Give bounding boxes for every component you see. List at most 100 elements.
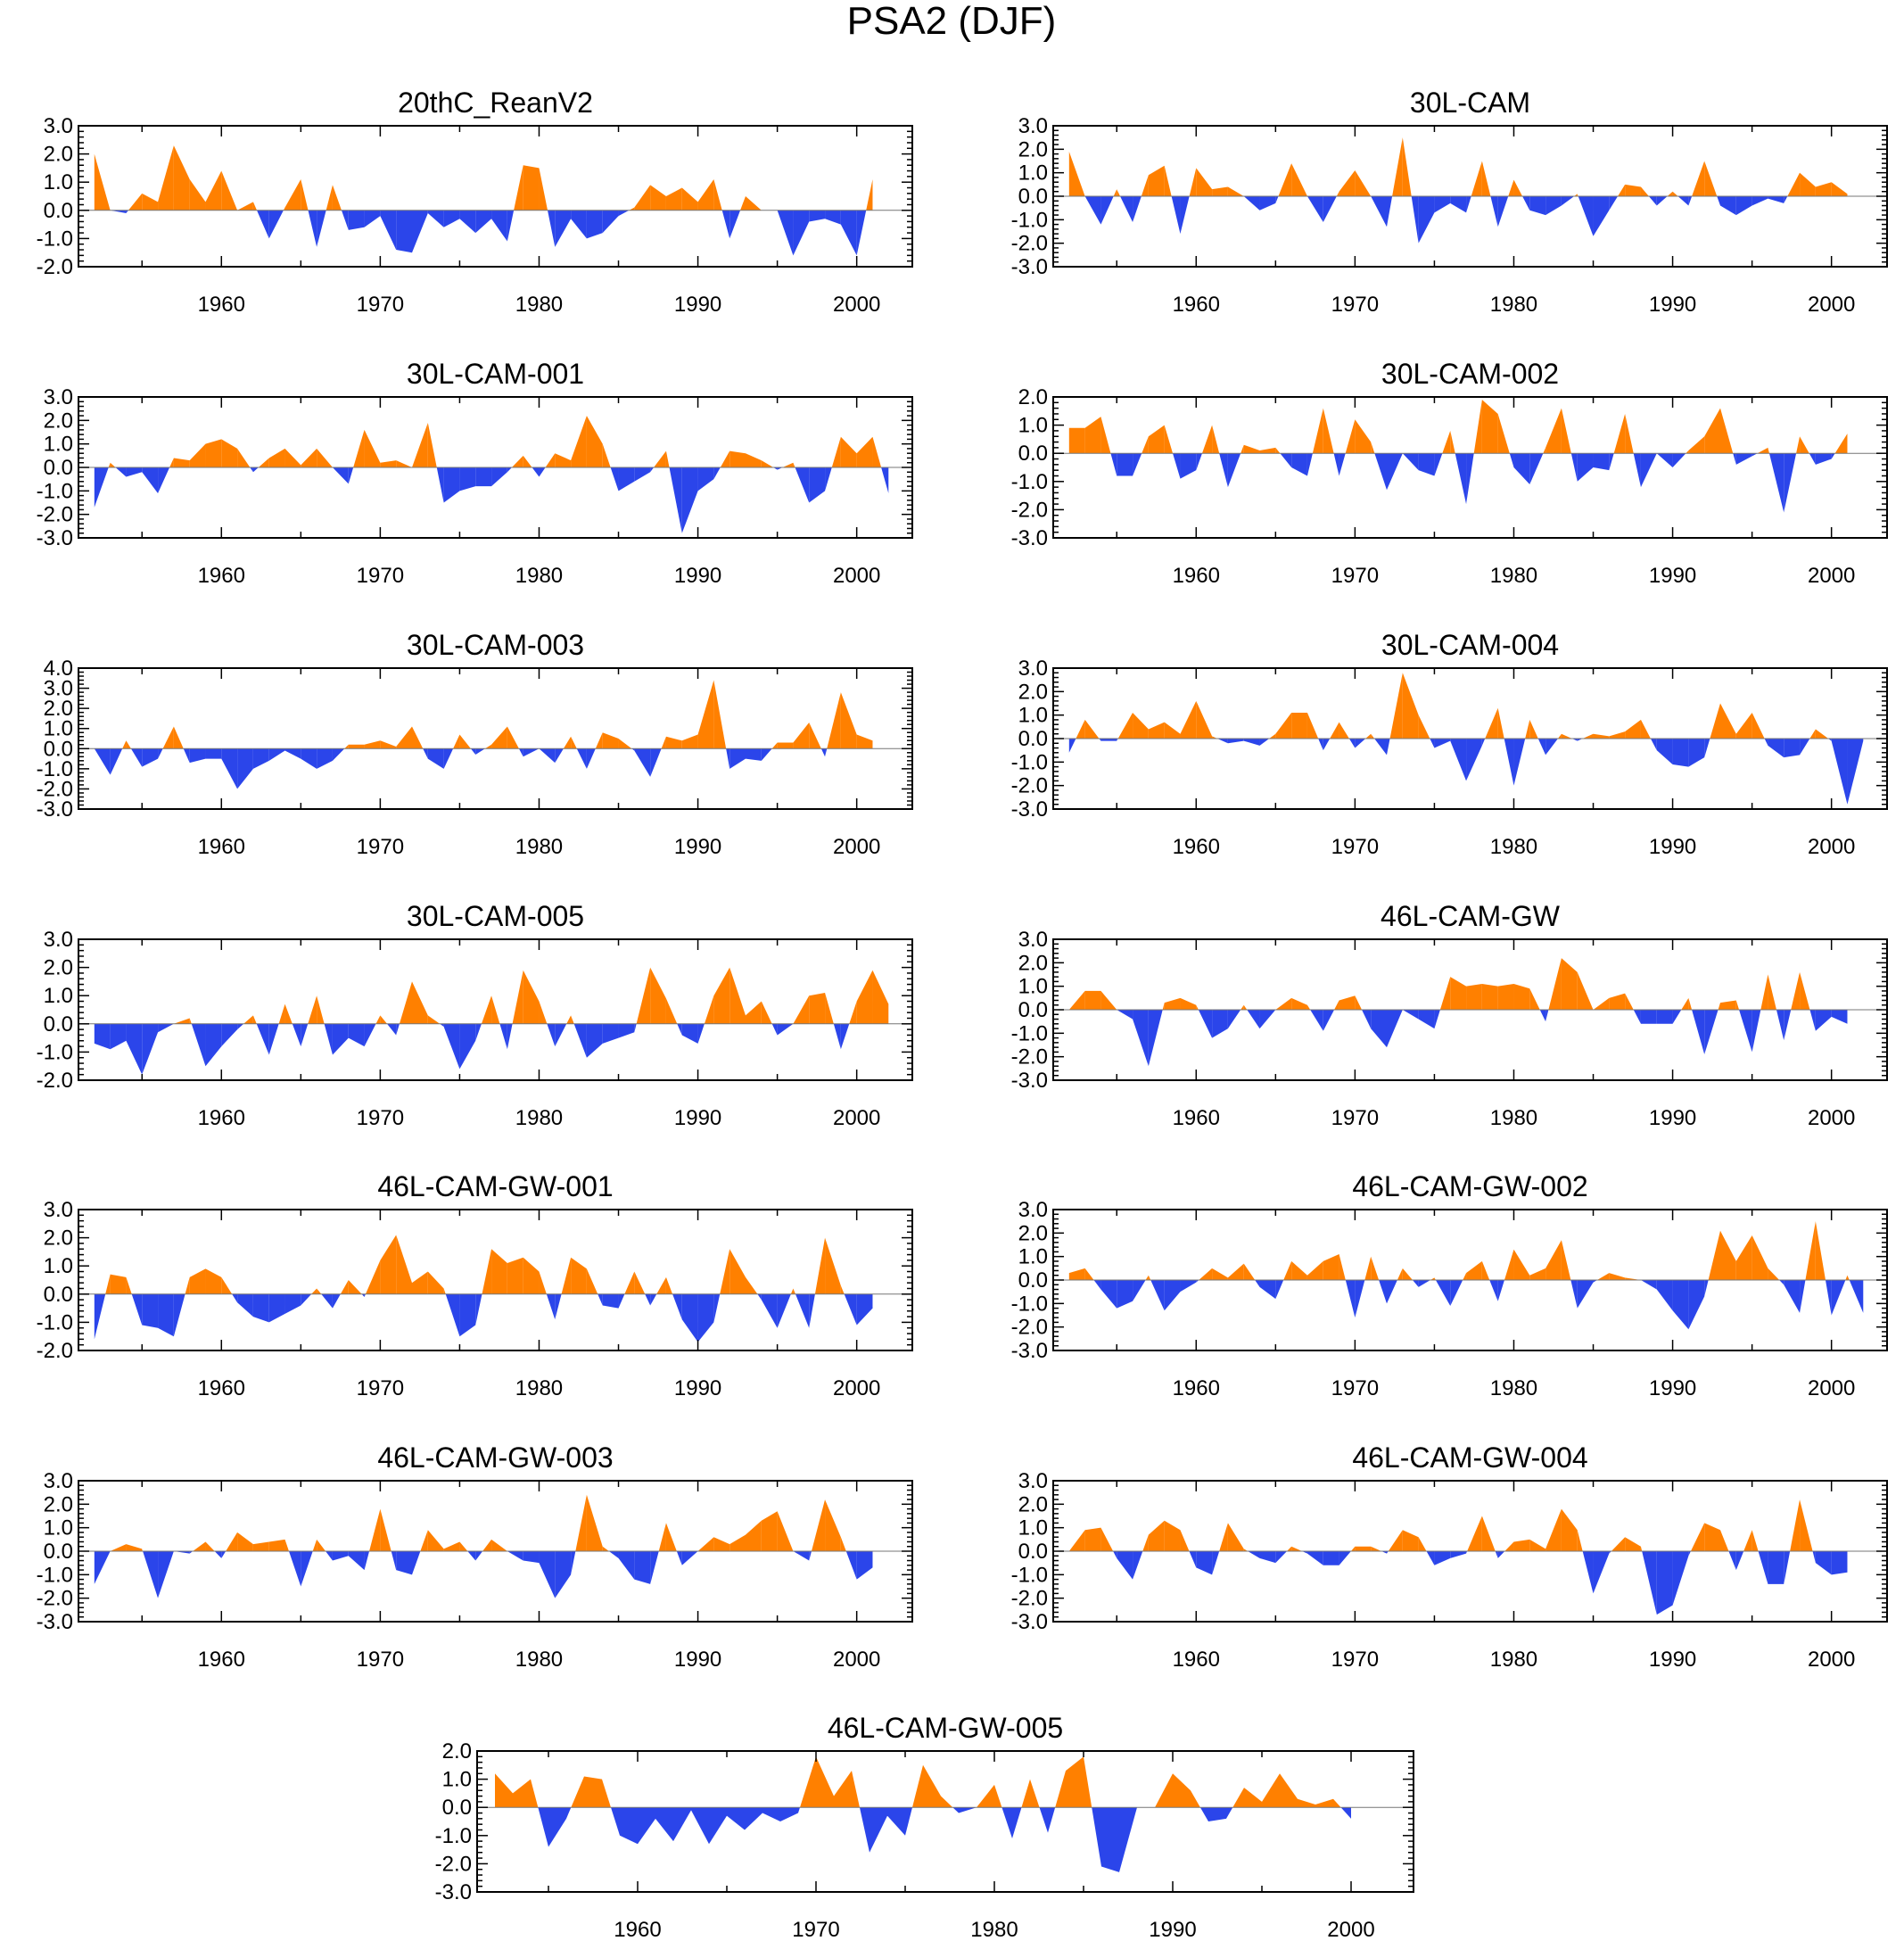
panel-title: 46L-CAM-GW-004 <box>1352 1441 1587 1474</box>
anomaly-fill-segment <box>563 736 572 749</box>
anomaly-fill-segment <box>1849 1280 1864 1313</box>
anomaly-fill-segment <box>571 1257 587 1294</box>
y-tick-label: 3.0 <box>1018 657 1048 681</box>
y-tick-label: 1.0 <box>44 1254 73 1278</box>
anomaly-fill-segment <box>423 748 428 759</box>
anomaly-fill-segment <box>1117 453 1133 476</box>
anomaly-fill-segment <box>1758 1551 1768 1584</box>
anomaly-fill-segment <box>340 1280 349 1294</box>
anomaly-fill-segment <box>1504 1541 1514 1551</box>
anomaly-fill-segment <box>317 448 333 467</box>
x-tick-label: 1960 <box>198 1106 245 1130</box>
anomaly-fill-segment <box>301 1023 309 1047</box>
anomaly-fill-segment <box>1387 1551 1389 1554</box>
anomaly-fill-segment <box>189 179 206 211</box>
anomaly-fill-segment <box>793 995 810 1024</box>
y-tick-label: -1.0 <box>37 227 73 251</box>
x-tick-label: 1970 <box>357 835 404 859</box>
x-tick-label: 1980 <box>515 1648 563 1672</box>
anomaly-fill-segment <box>1430 739 1435 748</box>
anomaly-fill-segment <box>1212 1551 1220 1575</box>
anomaly-fill-segment <box>1710 703 1720 739</box>
anomaly-fill-segment <box>189 443 206 467</box>
anomaly-fill-segment <box>1648 196 1657 206</box>
x-tick-label: 2000 <box>833 293 880 317</box>
x-tick-label: 1980 <box>1490 1376 1537 1400</box>
anomaly-fill-segment <box>661 736 666 749</box>
anomaly-fill-segment <box>1275 196 1279 203</box>
anomaly-fill-segment <box>443 210 460 227</box>
anomaly-fill-segment <box>1466 196 1471 213</box>
anomaly-fill-segment <box>555 210 572 247</box>
anomaly-fill-segment <box>94 1293 106 1340</box>
anomaly-fill-segment <box>624 1271 635 1294</box>
anomaly-fill-segment <box>268 1539 285 1551</box>
anomaly-fill-segment <box>412 981 428 1024</box>
anomaly-fill-segment <box>1609 1551 1611 1554</box>
anomaly-fill-segment <box>771 742 778 749</box>
anomaly-fill-segment <box>301 1551 313 1587</box>
anomaly-fill-segment <box>491 726 507 749</box>
anomaly-fill-segment <box>1752 453 1758 457</box>
anomaly-fill-segment <box>1371 442 1375 454</box>
x-tick-label: 1960 <box>198 1648 245 1672</box>
anomaly-fill-segment <box>205 748 222 759</box>
anomaly-fill-segment <box>105 1274 111 1294</box>
anomaly-fill-segment <box>761 1293 778 1328</box>
anomaly-fill-segment <box>1148 1520 1165 1551</box>
anomaly-fill-segment <box>555 1023 567 1047</box>
anomaly-fill-segment <box>110 462 116 467</box>
anomaly-fill-segment <box>1504 739 1514 786</box>
anomaly-fill-segment <box>1688 436 1705 454</box>
anomaly-fill-segment <box>1760 974 1768 1010</box>
anomaly-fill-segment <box>459 1293 476 1337</box>
anomaly-fill-segment <box>555 453 572 467</box>
anomaly-fill-segment <box>1365 733 1372 739</box>
x-tick-label: 1990 <box>674 1106 721 1130</box>
x-tick-label: 2000 <box>1808 564 1855 588</box>
x-tick-label: 2000 <box>833 835 880 859</box>
anomaly-fill-segment <box>1348 739 1356 748</box>
anomaly-fill-segment <box>1412 1280 1419 1287</box>
anomaly-fill-segment <box>1100 739 1117 741</box>
y-tick-label: -3.0 <box>1011 1069 1048 1093</box>
anomaly-fill-segment <box>1110 453 1117 476</box>
anomaly-fill-segment <box>445 1293 460 1337</box>
anomaly-fill-segment <box>532 467 540 477</box>
anomaly-fill-segment <box>1255 1280 1260 1287</box>
x-tick-label: 1990 <box>1649 564 1696 588</box>
anomaly-fill-segment <box>1371 1546 1382 1551</box>
panel-title: 20thC_ReanV2 <box>398 87 593 119</box>
anomaly-fill-segment <box>1076 719 1085 739</box>
anomaly-fill-segment <box>1092 1807 1101 1867</box>
anomaly-fill-segment <box>284 748 301 759</box>
y-tick-label: 2.0 <box>44 143 73 167</box>
anomaly-fill-segment <box>1397 1268 1403 1280</box>
anomaly-fill-segment <box>650 748 662 777</box>
anomaly-fill-segment <box>777 1511 794 1551</box>
anomaly-fill-segment <box>1280 453 1292 467</box>
anomaly-fill-segment <box>507 1257 523 1294</box>
anomaly-fill-segment <box>1704 739 1710 758</box>
anomaly-fill-segment <box>809 722 821 749</box>
anomaly-fill-segment <box>268 210 284 239</box>
anomaly-fill-segment <box>576 748 587 769</box>
anomaly-fill-segment <box>1306 1551 1323 1565</box>
anomaly-fill-segment <box>1720 408 1734 454</box>
anomaly-fill-segment <box>126 1023 143 1075</box>
y-tick-label: 0.0 <box>44 456 73 480</box>
anomaly-fill-segment <box>1336 191 1339 196</box>
anomaly-fill-segment <box>1609 993 1626 1010</box>
anomaly-fill-segment <box>443 748 454 769</box>
anomaly-fill-segment <box>1545 1240 1562 1280</box>
anomaly-fill-segment <box>1467 1516 1482 1551</box>
anomaly-fill-segment <box>1561 196 1575 206</box>
anomaly-fill-segment <box>618 467 635 491</box>
anomaly-fill-segment <box>1688 1551 1691 1557</box>
anomaly-fill-segment <box>795 1293 810 1328</box>
x-tick-label: 2000 <box>1808 1376 1855 1400</box>
anomaly-fill-segment <box>126 1276 132 1294</box>
anomaly-fill-segment <box>1355 1546 1372 1551</box>
anomaly-fill-segment <box>1280 1773 1298 1808</box>
anomaly-fill-segment <box>1133 1010 1149 1067</box>
